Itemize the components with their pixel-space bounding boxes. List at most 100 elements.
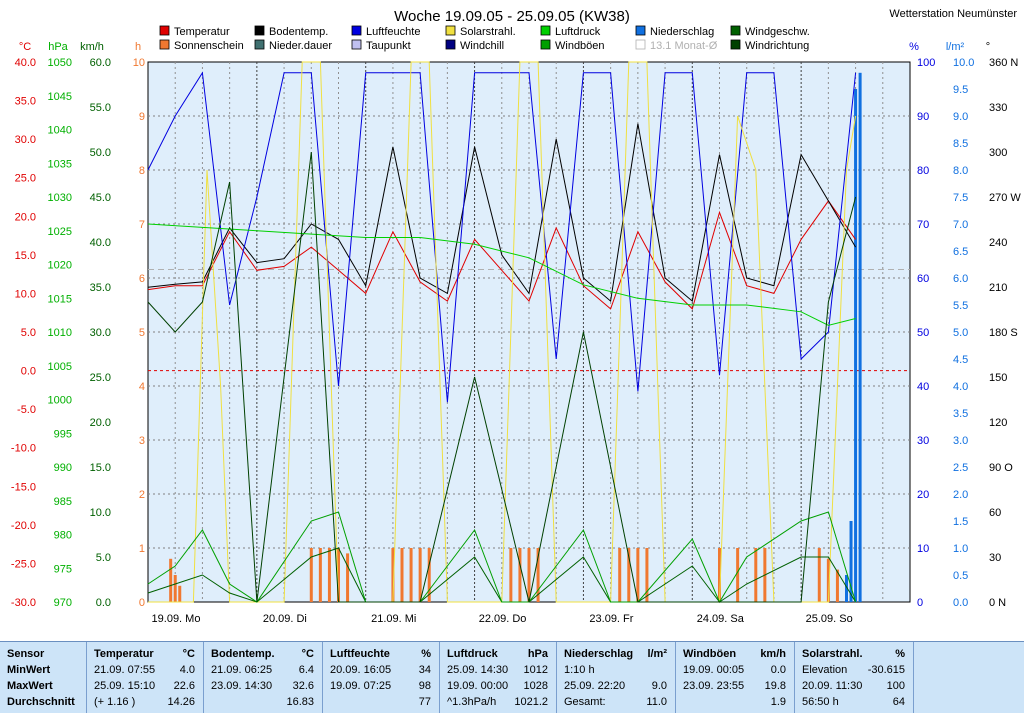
sunshine-bar <box>817 548 821 602</box>
tick-label-temp: -15.0 <box>11 481 36 493</box>
stats-unit: hPa <box>527 648 548 660</box>
tick-label-wind: 30.0 <box>90 327 111 339</box>
tick-label-rain: 7.5 <box>953 192 968 204</box>
sunshine-bar <box>418 548 422 602</box>
tick-label-rain: 9.5 <box>953 84 968 96</box>
tick-label-dir: 210 <box>989 282 1007 294</box>
tick-label-hum: 0 <box>917 597 923 609</box>
stats-value: 100 <box>886 680 905 692</box>
chart-title: Woche 19.09.05 - 25.09.05 (KW38) <box>394 8 630 25</box>
tick-label-sun: 8 <box>139 165 145 177</box>
tick-label-hum: 70 <box>917 219 929 231</box>
stats-header: Bodentemp. <box>211 648 275 660</box>
stats-value: 98 <box>418 680 431 692</box>
stats-header: Temperatur <box>94 648 154 660</box>
legend-label: Luftdruck <box>555 26 601 38</box>
tick-label-sun: 2 <box>139 489 145 501</box>
tick-label-sun: 3 <box>139 435 145 447</box>
tick-label-wind: 55.0 <box>90 102 111 114</box>
tick-label-dir: 120 <box>989 417 1007 429</box>
sunshine-bar <box>636 548 640 602</box>
sunshine-bar <box>509 548 513 602</box>
tick-label-temp: -25.0 <box>11 558 36 570</box>
sunshine-bar <box>754 548 758 602</box>
tick-label-temp: 30.0 <box>15 134 36 146</box>
stats-time: 1:10 h <box>564 664 595 676</box>
stats-section: Bodentemp. °C 21.09. 06:25 23.09. 14:30 6.4 3… <box>204 642 323 713</box>
tick-label-press: 975 <box>54 563 72 575</box>
tick-label-hum: 30 <box>917 435 929 447</box>
tick-label-wind: 35.0 <box>90 282 111 294</box>
tick-label-press: 1040 <box>48 125 72 137</box>
tick-label-temp: -20.0 <box>11 520 36 532</box>
stats-section: Luftdruck hPa 25.09. 14:30 19.09. 00:00 ^1.3… <box>440 642 557 713</box>
tick-label-temp: 25.0 <box>15 173 36 185</box>
tick-label-hum: 60 <box>917 273 929 285</box>
series-luftdruck <box>147 223 856 326</box>
tick-label-press: 1030 <box>48 192 72 204</box>
stats-value: 0.0 <box>770 664 786 676</box>
tick-label-hum: 10 <box>917 543 929 555</box>
legend-label: 13.1 Monat-Ø <box>650 40 718 52</box>
tick-label-rain: 9.0 <box>953 111 968 123</box>
series-windb-en <box>147 511 857 604</box>
sunshine-bar <box>169 558 173 602</box>
tick-label-press: 1045 <box>48 91 72 103</box>
stats-time: 25.09. 22:20 <box>564 680 626 692</box>
stats-value: 4.0 <box>179 664 195 676</box>
tick-label-dir: 30 <box>989 552 1001 564</box>
tick-label-press: 985 <box>54 496 72 508</box>
tick-label-rain: 1.0 <box>953 543 968 555</box>
stats-value: 9.0 <box>651 680 667 692</box>
legend-swatch <box>254 25 265 36</box>
sunshine-bar <box>346 553 350 602</box>
sunshine-bar <box>536 548 540 602</box>
tick-label-temp: 35.0 <box>15 96 36 108</box>
sunshine-bar <box>309 548 313 602</box>
tick-label-wind: 20.0 <box>90 417 111 429</box>
stats-section: Solarstrahl.% Elevation 20.09. 11:30 56:50 … <box>795 642 914 713</box>
axis-unit: ° <box>986 41 990 53</box>
sunshine-bar <box>173 575 177 602</box>
tick-label-temp: 40.0 <box>15 57 36 69</box>
legend-label: Niederschlag <box>650 26 714 38</box>
stats-row-label: MaxWert <box>7 680 53 692</box>
tick-label-dir: 330 <box>989 102 1007 114</box>
x-tick-label: 22.09. Do <box>479 613 527 625</box>
station-name: Wetterstation Neumünster <box>889 8 1017 20</box>
tick-label-press: 970 <box>54 597 72 609</box>
tick-label-rain: 6.0 <box>953 273 968 285</box>
stats-value: 1.9 <box>770 696 786 708</box>
x-tick-label: 25.09. So <box>806 613 853 625</box>
tick-label-temp: 5.0 <box>21 327 36 339</box>
legend-swatch <box>445 39 456 50</box>
x-tick-label: 20.09. Di <box>263 613 307 625</box>
rain-bar <box>854 89 858 602</box>
tick-label-wind: 40.0 <box>90 237 111 249</box>
stats-value: 19.8 <box>764 680 786 692</box>
tick-label-rain: 1.5 <box>953 516 968 528</box>
tick-label-press: 1050 <box>48 57 72 69</box>
sunshine-bar <box>337 548 340 602</box>
stats-unit: km/h <box>760 648 786 660</box>
legend-label: Windgeschw. <box>745 26 810 38</box>
stats-section: Niederschlag l/m² 1:10 h 25.09. 22:20 Gesamt… <box>557 642 676 713</box>
stats-time: (+ 1.16 ) <box>94 696 136 708</box>
axis-unit: hPa <box>48 41 68 53</box>
stats-value: 77 <box>418 696 431 708</box>
tick-label-temp: 0.0 <box>21 366 36 378</box>
legend-label: Nieder.dauer <box>269 40 332 52</box>
stats-value: 34 <box>418 664 431 676</box>
series-luftfeuchte <box>147 71 857 403</box>
tick-label-temp: -30.0 <box>11 597 36 609</box>
sunshine-bar <box>736 548 740 602</box>
tick-label-press: 1010 <box>48 327 72 339</box>
tick-label-rain: 8.0 <box>953 165 968 177</box>
tick-label-wind: 10.0 <box>90 507 111 519</box>
tick-label-hum: 100 <box>917 57 935 69</box>
tick-label-rain: 7.0 <box>953 219 968 231</box>
series-temperatur <box>147 200 857 310</box>
tick-label-wind: 25.0 <box>90 372 111 384</box>
tick-label-temp: -5.0 <box>17 404 36 416</box>
legend-label: Windböen <box>555 40 605 52</box>
